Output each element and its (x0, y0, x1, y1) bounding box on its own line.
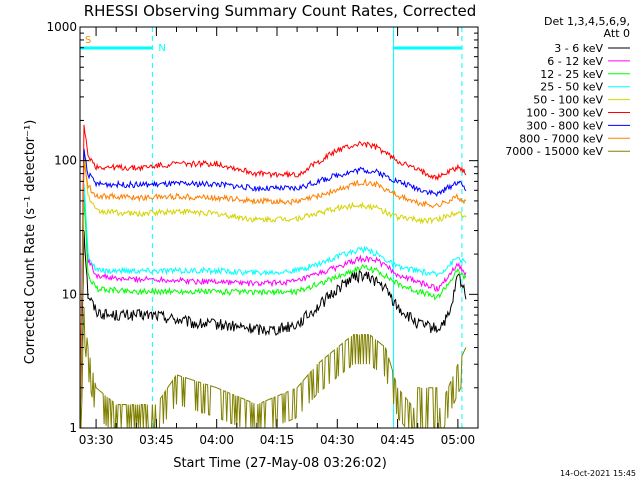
legend-header-line-1: Det 1,3,4,5,6,9, (544, 15, 630, 28)
night-marker-label: N (158, 43, 165, 54)
saa-marker-label: S (85, 35, 91, 46)
series-line-3 (79, 197, 467, 428)
series-line-6 (79, 124, 467, 427)
legend-label-4: 25 - 50 keV (540, 81, 603, 94)
x-tick-label: 03:30 (79, 433, 114, 447)
footer-timestamp: 14-Oct-2021 15:45 (560, 469, 636, 478)
y-tick-label: 1000 (46, 20, 77, 34)
series-line-9 (79, 307, 467, 429)
x-tick-label: 04:30 (320, 433, 355, 447)
x-axis-label: Start Time (27-May-08 03:26:02) (173, 456, 387, 471)
legend-label-1: 3 - 6 keV (554, 42, 603, 55)
series-line-7 (79, 149, 467, 427)
legend-label-3: 12 - 25 keV (540, 68, 603, 81)
y-tick-label: 1 (69, 421, 77, 435)
y-tick-label: 10 (62, 287, 77, 301)
series-line-1 (79, 230, 467, 429)
plot-area: N S 1 10 100 1000 03:30 03:45 04:00 04:15 04:30 04:… (46, 20, 479, 447)
x-tick-label: 04:00 (199, 433, 234, 447)
series-line-8 (79, 160, 467, 426)
chart-title: RHESSI Observing Summary Count Rates, Co… (84, 2, 477, 20)
legend-label-5: 50 - 100 keV (533, 94, 603, 107)
y-axis-label: Corrected Count Rate (s⁻¹ detector⁻¹) (23, 120, 38, 365)
legend-label-7: 300 - 800 keV (526, 119, 603, 132)
x-tick-label: 04:45 (380, 433, 415, 447)
legend-label-6: 100 - 300 keV (526, 107, 603, 120)
legend-label-8: 800 - 7000 keV (519, 132, 603, 145)
series-line-4 (79, 183, 467, 428)
x-tick-label: 03:45 (139, 433, 174, 447)
legend-header-line-2: Att 0 (604, 27, 630, 40)
series-line-5 (79, 147, 467, 427)
legend-label-2: 6 - 12 keV (547, 55, 603, 68)
series-line-2 (79, 191, 467, 429)
x-tick-label: 04:15 (260, 433, 295, 447)
y-tick-label: 100 (54, 154, 77, 168)
x-tick-label: 05:00 (441, 433, 476, 447)
legend-label-9: 7000 - 15000 keV (505, 145, 603, 158)
plot-frame (79, 26, 479, 429)
